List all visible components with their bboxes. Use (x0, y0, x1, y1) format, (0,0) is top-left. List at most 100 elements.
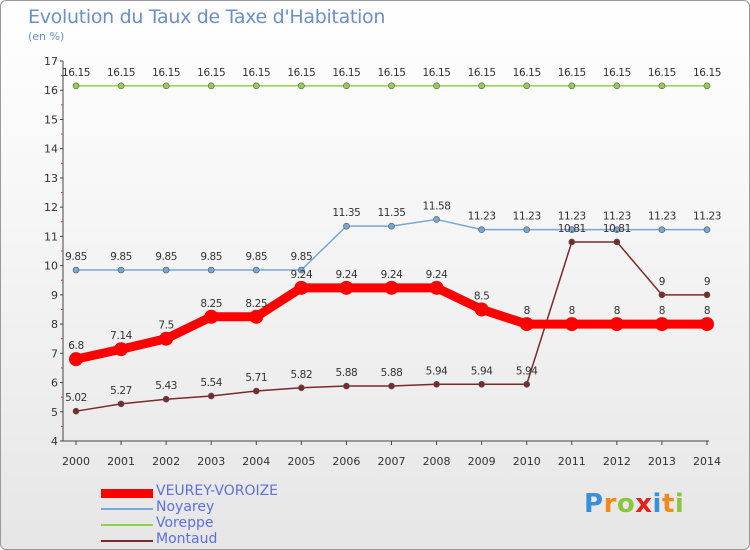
data-point (609, 317, 624, 332)
data-point (72, 266, 80, 274)
data-point (207, 392, 215, 400)
data-label: 7.14 (110, 330, 132, 342)
y-tick-label: 10 (44, 260, 58, 273)
data-label: 16.15 (377, 67, 405, 79)
data-point (343, 82, 350, 90)
data-point (658, 226, 666, 233)
data-label: 11.35 (332, 207, 360, 219)
x-tick-label: 2003 (197, 455, 225, 468)
x-tick-label: 2008 (423, 455, 451, 468)
data-label: 9.24 (336, 269, 358, 281)
data-point (478, 82, 485, 90)
data-point (613, 226, 621, 233)
data-point (207, 266, 215, 274)
data-label: 16.15 (468, 67, 496, 79)
data-point (474, 302, 489, 317)
data-point (339, 280, 354, 295)
x-tick-label: 2007 (378, 455, 406, 468)
data-point (72, 407, 80, 415)
y-tick-label: 12 (44, 201, 58, 214)
data-point (162, 395, 170, 403)
data-label: 16.15 (107, 67, 135, 79)
x-tick-label: 2009 (468, 455, 496, 468)
data-label: 10.81 (558, 223, 586, 235)
chart-title: Evolution du Taux de Taxe d'Habitation (28, 6, 386, 28)
data-point (117, 266, 125, 274)
data-label: 16.15 (287, 67, 315, 79)
data-label: 16.15 (197, 67, 225, 79)
data-point (204, 309, 219, 324)
x-tick-label: 2011 (558, 455, 586, 468)
data-label: 11.23 (603, 211, 631, 223)
data-label: 5.94 (516, 365, 538, 377)
data-label: 16.15 (603, 67, 631, 79)
data-point (388, 82, 395, 90)
data-label: 9.85 (155, 251, 177, 263)
data-point (519, 317, 534, 332)
data-point (703, 82, 711, 90)
data-point (703, 226, 711, 233)
legend-label-veurey-voroize: VEUREY-VOROIZE (156, 483, 279, 499)
data-point (429, 280, 444, 295)
data-label: 11.23 (693, 211, 721, 223)
data-point (703, 291, 711, 299)
data-label: 16.15 (513, 67, 541, 79)
data-label: 5.94 (426, 365, 448, 377)
data-point (658, 291, 666, 299)
data-label: 11.58 (423, 200, 451, 212)
data-point (613, 238, 621, 246)
y-tick-label: 9 (51, 289, 58, 302)
data-label: 16.15 (62, 67, 90, 79)
data-point (433, 216, 440, 223)
data-label: 9 (659, 276, 665, 288)
legend-label-noyarey: Noyarey (156, 499, 215, 515)
data-point (298, 266, 305, 274)
data-point (252, 82, 260, 90)
data-label: 5.82 (290, 369, 312, 381)
data-label: 11.23 (468, 211, 496, 223)
data-label: 9.85 (290, 251, 312, 263)
data-point (654, 317, 669, 332)
logo-letter: r (603, 489, 617, 519)
data-label: 5.88 (381, 367, 403, 379)
data-label: 7.5 (158, 320, 174, 332)
data-label: 9.24 (290, 269, 312, 281)
data-point (252, 387, 260, 395)
y-tick-label: 7 (51, 347, 58, 360)
logo-letter: t (661, 489, 675, 519)
y-tick-label: 5 (51, 406, 58, 419)
y-tick-label: 16 (44, 84, 58, 97)
x-tick-label: 2013 (648, 455, 676, 468)
data-point (613, 82, 621, 90)
x-tick-label: 2010 (513, 455, 541, 468)
data-point (388, 382, 395, 390)
data-point (568, 226, 576, 233)
data-point (523, 380, 531, 388)
data-label: 8 (569, 305, 575, 317)
data-label: 8 (524, 305, 530, 317)
legend-swatch-voreppe (101, 524, 153, 526)
data-label: 5.02 (65, 392, 87, 404)
logo-letter: i (674, 489, 685, 519)
data-point (478, 380, 485, 388)
data-label: 8.25 (200, 298, 222, 310)
data-label: 6.8 (68, 340, 84, 352)
y-tick-label: 4 (51, 435, 58, 448)
data-point (249, 309, 264, 324)
logo-letter: o (616, 489, 636, 519)
data-label: 11.23 (558, 211, 586, 223)
data-label: 10.81 (603, 223, 631, 235)
data-point (433, 380, 440, 388)
y-tick-label: 6 (51, 377, 58, 390)
legend-swatch-montaud (101, 540, 153, 542)
x-tick-label: 2006 (332, 455, 360, 468)
data-label: 9.85 (245, 251, 267, 263)
data-point (298, 82, 305, 90)
data-point (117, 82, 125, 90)
x-tick-label: 2012 (603, 455, 631, 468)
data-label: 8 (659, 305, 665, 317)
data-point (384, 280, 399, 295)
data-point (433, 82, 440, 90)
data-label: 8.5 (474, 290, 490, 302)
